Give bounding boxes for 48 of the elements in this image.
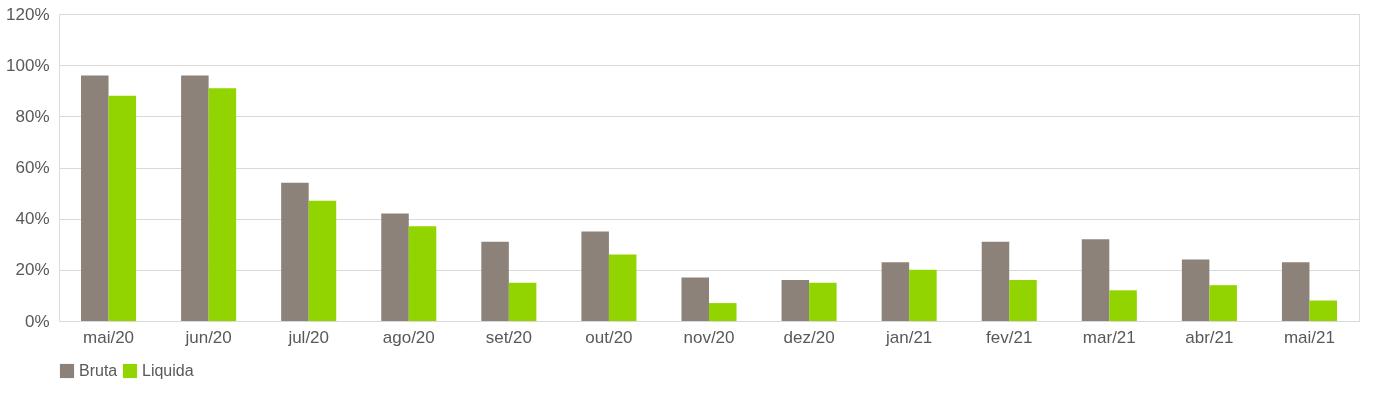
legend-label: Liquida (142, 362, 194, 379)
bar (1309, 300, 1337, 321)
bar (1181, 259, 1210, 321)
x-tick-label: mar/21 (1082, 327, 1136, 347)
bar (1109, 290, 1137, 321)
bar (381, 213, 409, 321)
bar (181, 75, 209, 321)
x-tick-label: set/20 (485, 327, 532, 347)
legend-label: Bruta (79, 362, 118, 379)
x-tick-label: dez/20 (783, 327, 835, 347)
x-tick-label: jul/20 (287, 327, 330, 347)
bar (809, 282, 837, 321)
bar (1209, 285, 1237, 321)
y-tick-label: 40% (15, 209, 50, 229)
bar (1009, 280, 1037, 321)
bar (408, 226, 437, 321)
bar (709, 303, 737, 321)
y-tick-label: 60% (15, 158, 50, 177)
x-tick-label: mai/20 (83, 327, 135, 347)
y-tick-label: 0% (24, 311, 50, 331)
x-tick-label: fev/21 (986, 327, 1033, 347)
bar (81, 75, 109, 321)
bar (909, 269, 937, 321)
x-tick-label: jan/21 (884, 327, 933, 347)
bar (108, 95, 137, 321)
bar (681, 277, 709, 321)
bar (308, 200, 337, 321)
y-tick-label: 100% (6, 55, 50, 75)
bar (781, 280, 810, 321)
bar (981, 241, 1010, 321)
y-tick-label: 120% (6, 4, 50, 24)
bar (281, 182, 309, 321)
x-tick-label: jun/20 (184, 327, 232, 347)
bar (1281, 262, 1310, 321)
bar (508, 282, 537, 321)
x-tick-label: nov/20 (683, 327, 735, 347)
x-tick-label: out/20 (585, 327, 633, 347)
y-tick-label: 20% (15, 260, 50, 280)
bar (208, 88, 237, 321)
bar (481, 241, 509, 321)
x-tick-label: mai/21 (1283, 327, 1335, 347)
bar (581, 231, 609, 321)
x-tick-label: abr/21 (1185, 327, 1234, 347)
bar (881, 262, 910, 321)
bar (608, 254, 637, 321)
bar (1081, 239, 1110, 321)
y-tick-label: 80% (15, 106, 50, 126)
x-tick-label: ago/20 (382, 327, 435, 347)
